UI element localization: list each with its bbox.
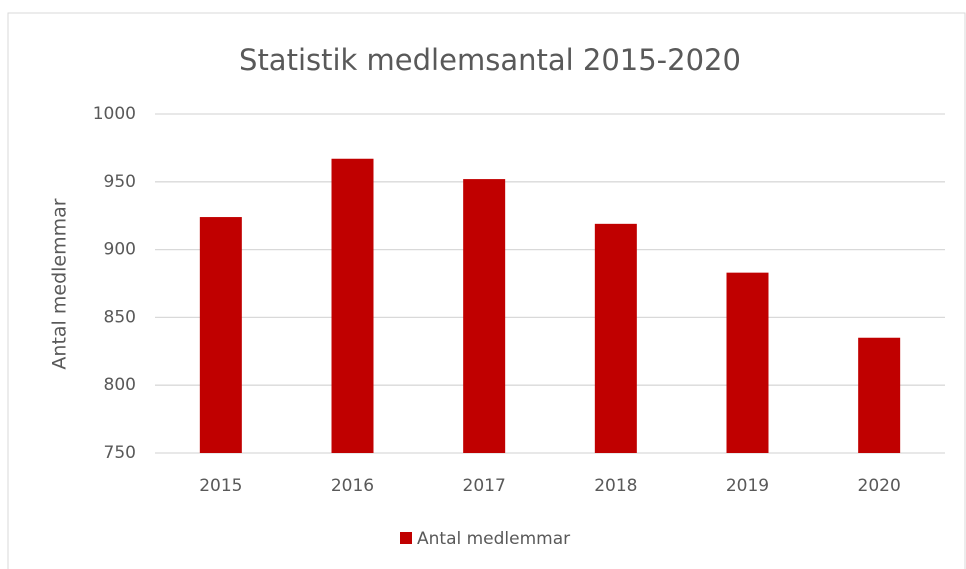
y-tick-label: 900 — [104, 240, 136, 260]
y-tick-label: 750 — [104, 443, 136, 463]
chart-title: Statistik medlemsantal 2015-2020 — [239, 43, 741, 77]
x-tick-label: 2020 — [858, 476, 901, 496]
bar — [594, 223, 637, 453]
y-tick-label: 950 — [104, 172, 136, 192]
bar — [858, 337, 901, 453]
y-tick-label: 800 — [104, 375, 136, 395]
x-tick-label: 2017 — [463, 476, 506, 496]
bar — [463, 179, 506, 453]
y-tick-label: 850 — [104, 307, 136, 327]
y-axis-label: Antal medlemmar — [49, 198, 71, 369]
x-tick-label: 2018 — [594, 476, 637, 496]
x-tick-label: 2015 — [199, 476, 242, 496]
x-tick-label: 2016 — [331, 476, 374, 496]
legend-label: Antal medlemmar — [417, 529, 570, 549]
legend-swatch — [400, 532, 412, 544]
bar — [199, 217, 242, 453]
bar — [331, 158, 374, 454]
y-tick-label: 1000 — [93, 104, 136, 124]
x-tick-label: 2019 — [726, 476, 769, 496]
bar — [726, 272, 769, 453]
